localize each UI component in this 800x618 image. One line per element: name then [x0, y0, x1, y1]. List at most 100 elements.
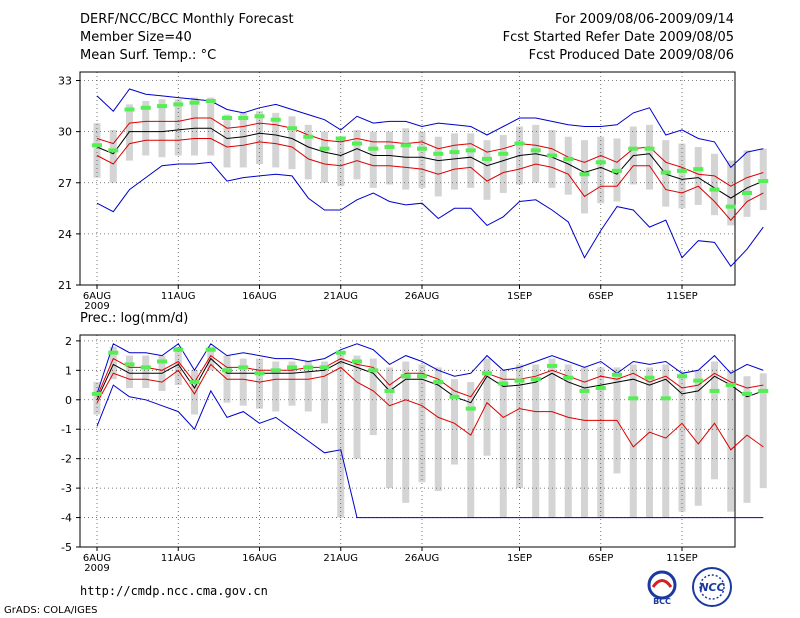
x-tick-label-7: 11SEP	[666, 291, 697, 302]
spread-bar-0	[93, 123, 101, 178]
mean-marker-17	[368, 146, 379, 151]
mean-marker-32	[612, 372, 622, 377]
mean-marker-9	[238, 365, 249, 370]
spread-bar-39	[727, 160, 735, 226]
spread-bar-13	[304, 124, 312, 180]
mean-marker-22	[449, 394, 460, 399]
spread-bar-25	[499, 370, 507, 518]
spread-bar-34	[646, 367, 653, 518]
bcc-logo-swirl	[651, 579, 673, 588]
y-tick-label-2: 27	[58, 177, 72, 190]
mean-marker-1	[108, 148, 119, 153]
x-tick-label-6: 6SEP	[588, 553, 613, 564]
mean-marker-17	[368, 368, 379, 373]
mean-marker-21	[433, 380, 444, 385]
spread-bar-40	[743, 376, 751, 503]
lower-line	[96, 363, 764, 451]
spread-bar-39	[727, 370, 735, 512]
mean-marker-21	[433, 151, 444, 156]
mean-marker-29	[563, 156, 574, 161]
mean-marker-31	[595, 386, 606, 390]
plot-frame	[79, 334, 736, 548]
mean-marker-14	[319, 146, 330, 151]
mean-marker-4	[157, 104, 167, 109]
spread-bar-30	[581, 140, 588, 214]
x-tick-label-4: 26AUG	[405, 291, 440, 302]
precip-label: Prec.: log(mm/d)	[80, 311, 189, 326]
mean-marker-14	[319, 365, 330, 370]
spread-bar-29	[564, 364, 572, 518]
source-url[interactable]: http://cmdp.ncc.cma.gov.cn	[80, 584, 268, 598]
chart-title: DERF/NCC/BCC Monthly Forecast	[80, 12, 294, 27]
spread-bar-29	[564, 136, 572, 195]
spread-bar-26	[516, 364, 523, 489]
mean-marker-5	[173, 347, 184, 352]
mean-marker-19	[400, 143, 411, 148]
spread-bar-2	[126, 355, 133, 388]
mean-marker-32	[612, 168, 622, 173]
x-tick-label-3: 21AUG	[323, 291, 358, 302]
mean-marker-8	[222, 368, 232, 373]
spread-bar-28	[548, 358, 556, 518]
mean-marker-29	[563, 375, 574, 380]
x-tick-label-7: 11SEP	[666, 553, 697, 564]
mean-marker-8	[222, 116, 232, 121]
mean-marker-28	[547, 153, 557, 158]
ncc-logo-ring	[692, 567, 732, 607]
spread-bar-7	[207, 97, 215, 156]
spread-bar-16	[353, 129, 361, 180]
mean-marker-40	[742, 190, 752, 195]
y-tick-label-5: 0	[65, 394, 72, 407]
mean-marker-18	[384, 144, 395, 149]
spread-bar-31	[597, 367, 605, 518]
spread-bar-0	[93, 382, 101, 415]
spread-bar-15	[337, 136, 345, 187]
mean-marker-4	[157, 359, 167, 364]
mean-marker-38	[709, 388, 720, 393]
spread-bar-21	[434, 136, 442, 197]
mean-marker-40	[742, 391, 752, 396]
mean-marker-2	[124, 362, 135, 367]
mean-marker-24	[482, 156, 492, 161]
bcc-logo: BCC	[641, 568, 683, 606]
mean-marker-33	[628, 146, 639, 151]
y-tick-label-1: 24	[58, 228, 72, 241]
lower-line	[96, 138, 764, 221]
x-tick-label-0: 6AUG	[83, 553, 111, 564]
y-tick-label-0: 21	[58, 279, 72, 292]
spread-bar-18	[386, 131, 393, 185]
y-tick-label-4: -1	[61, 423, 72, 436]
y-tick-label-7: 2	[65, 335, 72, 348]
spread-bar-21	[434, 367, 442, 492]
mean-marker-35	[660, 170, 671, 175]
mean-marker-0	[92, 143, 102, 148]
x-tick-label-0: 6AUG	[83, 291, 111, 302]
spread-bar-36	[678, 373, 686, 512]
mean-marker-36	[677, 374, 687, 379]
spread-bar-31	[597, 136, 605, 204]
mean-marker-30	[579, 388, 590, 393]
spread-bar-37	[694, 370, 702, 506]
x-tick-label-6: 6SEP	[588, 291, 613, 302]
mean-marker-39	[725, 204, 736, 209]
mean-marker-20	[417, 374, 427, 379]
spread-bar-9	[239, 358, 247, 406]
mean-marker-41	[758, 388, 769, 393]
spread-bar-12	[288, 361, 296, 406]
mean-marker-15	[335, 350, 346, 355]
forecast-produced-date: Fcst Produced Date 2009/08/06	[528, 48, 734, 63]
spread-bar-6	[191, 97, 198, 156]
mean-marker-3	[140, 105, 151, 110]
spread-bar-35	[662, 364, 670, 518]
plot-frame	[79, 71, 736, 286]
spread-bar-17	[369, 358, 377, 436]
bcc-logo-text: BCC	[653, 597, 671, 606]
forecast-period: For 2009/08/06-2009/09/14	[555, 12, 734, 27]
x-year-label: 2009	[84, 301, 109, 312]
variable-label: Mean Surf. Temp.: °C	[80, 48, 217, 63]
median-line	[96, 357, 764, 404]
spread-bar-38	[711, 361, 718, 480]
y-tick-label-3: -2	[61, 453, 72, 466]
spread-bar-20	[418, 131, 426, 188]
